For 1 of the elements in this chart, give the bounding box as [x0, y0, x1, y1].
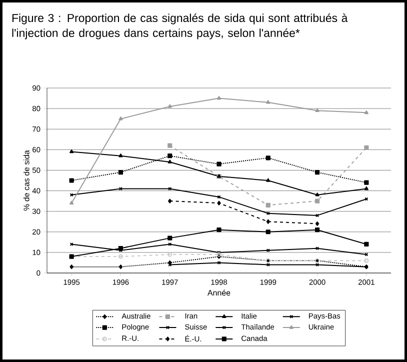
chart-title: Figure 3 : Proportion de cas signalés de sida qui sont attribués à l'injection de drogues dans certains pays, selon l'année* [12, 14, 348, 40]
